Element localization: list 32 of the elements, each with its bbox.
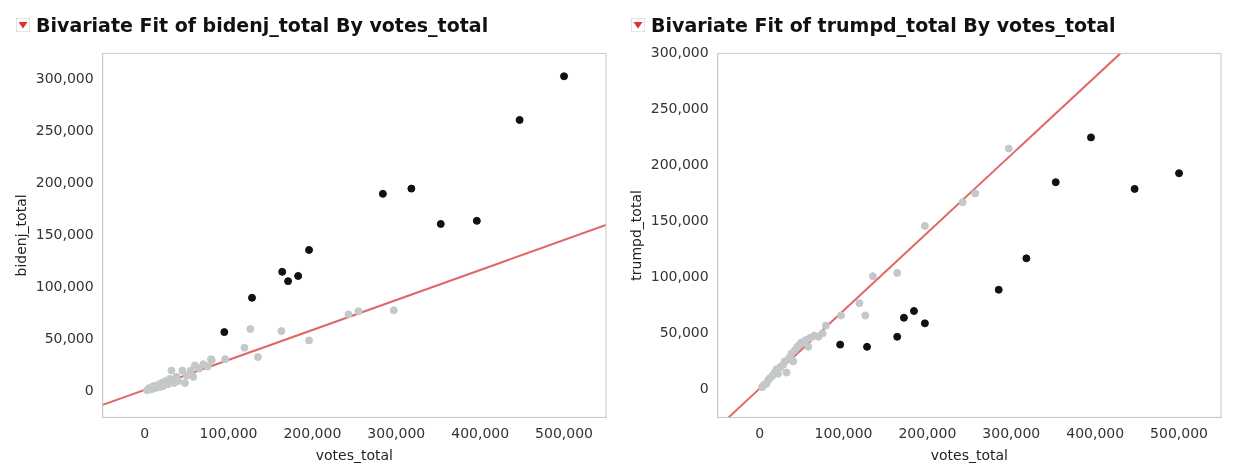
y-tick-label: 150,000 xyxy=(650,212,709,229)
x-tick-label: 200,000 xyxy=(283,425,342,442)
y-tick-label: 300,000 xyxy=(35,70,94,87)
y-tick-label: 100,000 xyxy=(35,278,94,295)
y-tick-label: 200,000 xyxy=(35,174,94,191)
y-tick-label: 0 xyxy=(699,380,709,397)
y-tick-label: 250,000 xyxy=(650,100,709,117)
y-tick-label: 50,000 xyxy=(44,330,94,347)
x-tick-label: 200,000 xyxy=(898,425,957,442)
y-tick-label: 100,000 xyxy=(650,268,709,285)
x-tick-label: 400,000 xyxy=(451,425,510,442)
y-tick-label: 50,000 xyxy=(659,324,709,341)
y-tick-label: 200,000 xyxy=(650,156,709,173)
y-tick-label: 0 xyxy=(84,382,94,399)
x-tick-label: 500,000 xyxy=(1150,425,1209,442)
x-axis-title: votes_total xyxy=(930,447,1008,464)
x-tick-label: 500,000 xyxy=(535,425,594,442)
y-tick-label: 150,000 xyxy=(35,226,94,243)
x-tick-label: 0 xyxy=(140,425,150,442)
y-axis-title: bidenj_total xyxy=(13,194,30,277)
x-tick-label: 300,000 xyxy=(982,425,1041,442)
y-axis-title: trumpd_total xyxy=(628,190,645,281)
x-tick-label: 0 xyxy=(755,425,765,442)
x-tick-label: 300,000 xyxy=(367,425,426,442)
x-tick-label: 100,000 xyxy=(199,425,258,442)
chart-title: Bivariate Fit of trumpd_total By votes_total xyxy=(651,14,1116,36)
y-tick-label: 300,000 xyxy=(650,44,709,61)
y-tick-label: 250,000 xyxy=(35,122,94,139)
x-axis-title: votes_total xyxy=(315,447,393,464)
chart-title: Bivariate Fit of bidenj_total By votes_total xyxy=(36,14,489,36)
x-tick-label: 400,000 xyxy=(1066,425,1125,442)
x-tick-label: 100,000 xyxy=(814,425,873,442)
